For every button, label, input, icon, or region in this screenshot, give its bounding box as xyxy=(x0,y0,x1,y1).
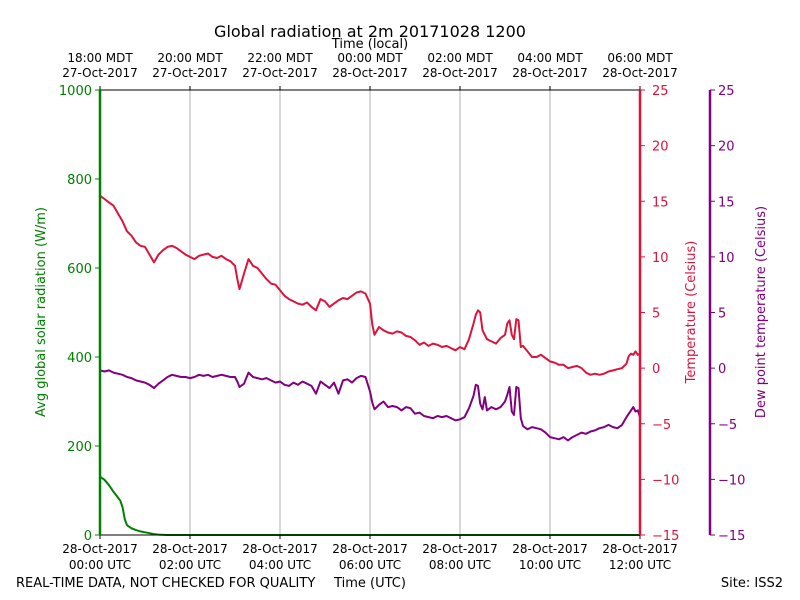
top-tick-label-date: 28-Oct-2017 xyxy=(332,66,408,80)
top-tick-label-date: 28-Oct-2017 xyxy=(422,66,498,80)
dewpoint-tick-label: 5 xyxy=(718,307,726,322)
x-tick-label-date: 28-Oct-2017 xyxy=(422,542,498,556)
dewpoint-tick-label: 20 xyxy=(718,140,735,155)
quality-disclaimer: REAL-TIME DATA, NOT CHECKED FOR QUALITY xyxy=(16,576,315,591)
top-tick-label-date: 28-Oct-2017 xyxy=(602,66,678,80)
left-y-axis-label: Avg global solar radiation (W/m) xyxy=(34,207,49,417)
x-tick-label-time: 02:00 UTC xyxy=(159,558,221,572)
dewpoint-tick-label: 0 xyxy=(718,362,726,377)
temperature-tick-label: 25 xyxy=(652,84,669,99)
left-y-tick-label: 600 xyxy=(67,262,92,277)
dewpoint-tick-label: −10 xyxy=(718,473,745,488)
x-tick-label-time: 08:00 UTC xyxy=(429,558,491,572)
top-axis-label: Time (local) xyxy=(331,37,408,52)
temperature-tick-label: 20 xyxy=(652,140,669,155)
top-tick-label-time: 02:00 MDT xyxy=(427,51,493,65)
dewpoint-tick-label: −5 xyxy=(718,418,737,433)
x-axis-label: Time (UTC) xyxy=(333,576,406,591)
temperature-tick-label: 15 xyxy=(652,195,669,210)
left-y-tick-label: 1000 xyxy=(59,84,92,99)
temperature-tick-label: 0 xyxy=(652,362,660,377)
ticks: 28-Oct-2017 00:00 UTC 28-Oct-2017 02:00 UTC… xyxy=(59,51,746,572)
temperature-tick-label: 10 xyxy=(652,251,669,266)
x-tick-label-date: 28-Oct-2017 xyxy=(62,542,138,556)
x-tick-label-date: 28-Oct-2017 xyxy=(602,542,678,556)
x-tick-label-time: 06:00 UTC xyxy=(339,558,401,572)
temperature-tick-label: −15 xyxy=(652,529,679,544)
left-y-tick-label: 200 xyxy=(67,440,92,455)
top-tick-label-time: 22:00 MDT xyxy=(247,51,313,65)
temperature-tick-label: −10 xyxy=(652,473,679,488)
dewpoint-tick-label: 15 xyxy=(718,195,735,210)
temperature-tick-label: −5 xyxy=(652,418,671,433)
left-y-tick-label: 0 xyxy=(84,529,92,544)
left-y-tick-label: 400 xyxy=(67,351,92,366)
chart-title: Global radiation at 2m 20171028 1200 xyxy=(214,22,526,41)
top-tick-label-time: 00:00 MDT xyxy=(337,51,403,65)
top-tick-label-time: 06:00 MDT xyxy=(607,51,673,65)
dew-point-temperature-line xyxy=(99,369,641,442)
site-label: Site: ISS2 xyxy=(721,576,783,591)
x-tick-label-time: 00:00 UTC xyxy=(69,558,131,572)
temperature-axis-label: Temperature (Celsius) xyxy=(684,241,699,385)
dewpoint-axis-label: Dew point temperature (Celsius) xyxy=(754,206,769,418)
top-tick-label-time: 20:00 MDT xyxy=(157,51,223,65)
top-tick-label-time: 04:00 MDT xyxy=(517,51,583,65)
temperature-tick-label: 5 xyxy=(652,307,660,322)
top-tick-label-date: 28-Oct-2017 xyxy=(512,66,588,80)
top-tick-label-time: 18:00 MDT xyxy=(67,51,133,65)
x-tick-label-date: 28-Oct-2017 xyxy=(242,542,318,556)
left-y-tick-label: 800 xyxy=(67,173,92,188)
top-tick-label-date: 27-Oct-2017 xyxy=(62,66,138,80)
x-tick-label-date: 28-Oct-2017 xyxy=(512,542,588,556)
top-tick-label-date: 27-Oct-2017 xyxy=(242,66,318,80)
x-tick-label-date: 28-Oct-2017 xyxy=(332,542,408,556)
temperature-line xyxy=(99,194,641,376)
x-tick-label-date: 28-Oct-2017 xyxy=(152,542,228,556)
dewpoint-tick-label: 25 xyxy=(718,84,735,99)
x-tick-label-time: 10:00 UTC xyxy=(519,558,581,572)
x-tick-label-time: 12:00 UTC xyxy=(609,558,671,572)
dewpoint-tick-label: 10 xyxy=(718,251,735,266)
x-tick-label-time: 04:00 UTC xyxy=(249,558,311,572)
dewpoint-tick-label: −15 xyxy=(718,529,745,544)
top-tick-label-date: 27-Oct-2017 xyxy=(152,66,228,80)
